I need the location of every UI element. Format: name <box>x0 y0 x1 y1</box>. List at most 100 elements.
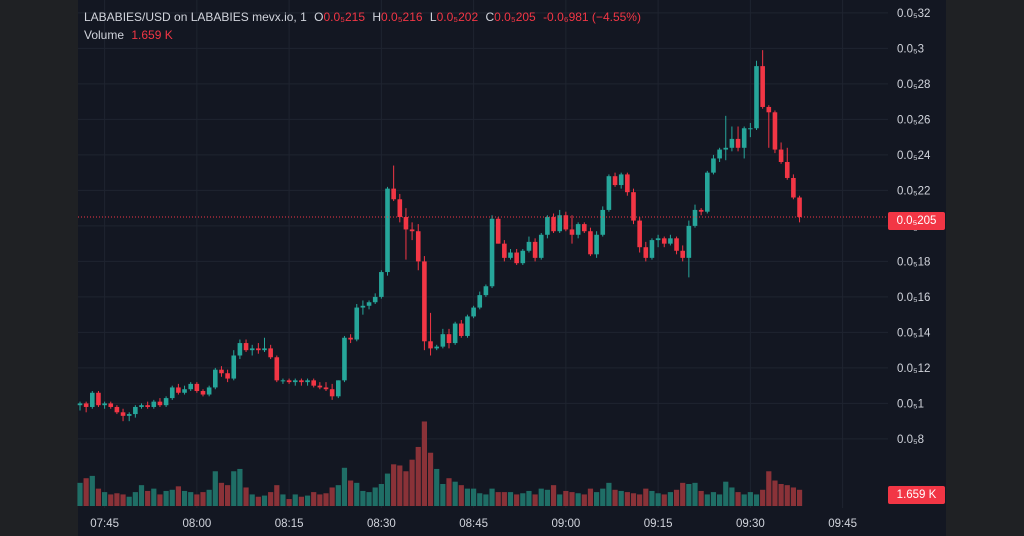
candle-body <box>299 380 304 383</box>
x-tick-label: 09:45 <box>828 518 857 530</box>
volume-bar <box>618 490 624 506</box>
candle-body <box>200 390 206 395</box>
candle-body <box>446 334 452 344</box>
grid-lines <box>78 0 888 508</box>
volume-bar <box>624 492 630 506</box>
y-tick-label: 0.0₅14 <box>897 327 931 339</box>
volume-bar <box>206 489 212 506</box>
candle-body <box>108 403 114 407</box>
candle-body <box>262 348 267 351</box>
volume-bar <box>126 496 132 506</box>
candle-body <box>502 243 507 258</box>
chart-panel <box>78 0 946 536</box>
candle-body <box>323 387 329 390</box>
y-tick-label: 0.0₅16 <box>897 292 930 304</box>
candle-body <box>305 380 310 383</box>
candle-body <box>292 380 298 383</box>
volume-bar <box>132 492 138 506</box>
volume-bar <box>151 488 157 506</box>
volume-bar <box>77 482 83 506</box>
volume-bar <box>249 494 255 506</box>
y-tick-label: 0.0₅3 <box>897 43 924 55</box>
candle-body <box>194 383 200 391</box>
volume-bar <box>169 489 175 506</box>
volume-bar <box>108 494 114 506</box>
y-tick-label: 0.0₅12 <box>897 363 930 375</box>
candle-body <box>588 231 593 255</box>
volume-bar <box>772 480 778 506</box>
candle-body <box>495 218 501 244</box>
volume-bar <box>409 459 415 506</box>
candle-body <box>133 406 138 415</box>
volume-row: Volume 1.659 K <box>84 26 641 44</box>
volume-bar <box>200 492 206 506</box>
candle-body <box>631 192 636 221</box>
chart-legend: LABABIES/USD on LABABIES mevx.io, 1 O0.0… <box>84 8 641 44</box>
candle-body <box>139 405 144 407</box>
volume-tag: 1.659 K <box>888 486 945 504</box>
volume-bar <box>237 468 243 506</box>
change-value: -0.0₆981 (−4.55%) <box>543 10 641 24</box>
volume-bar <box>514 494 520 506</box>
volume-bar <box>507 492 514 506</box>
candle-body <box>157 401 163 406</box>
candle-body <box>741 128 747 148</box>
volume-bar <box>335 485 341 506</box>
candle-body <box>563 215 569 230</box>
volume-bar <box>378 484 384 506</box>
volume-bar <box>415 446 421 506</box>
volume-bar <box>673 489 680 506</box>
candle-body <box>145 405 150 407</box>
candle-body <box>403 217 409 230</box>
open-label: O <box>314 10 324 24</box>
volume-bar <box>341 467 348 506</box>
volume-bar <box>649 490 655 506</box>
candle-body <box>791 177 796 198</box>
volume-bar <box>317 494 323 506</box>
candle-body <box>83 403 89 407</box>
candle-body <box>366 302 372 306</box>
candle-body <box>668 238 673 244</box>
candle-body <box>692 209 698 226</box>
candle-body <box>680 250 685 258</box>
volume-bar <box>298 496 304 506</box>
volume-bar <box>391 464 397 506</box>
candle-body <box>532 241 538 258</box>
candle-body <box>213 369 218 388</box>
candle-body <box>465 316 470 336</box>
volume-bar <box>698 490 704 506</box>
volume-bar <box>446 478 452 506</box>
volume-bar <box>723 481 729 506</box>
last-price-tag: 0.0₅205 <box>888 212 945 230</box>
volume-bar <box>600 488 606 506</box>
volume-bar <box>729 487 735 506</box>
candle-body <box>379 272 384 297</box>
volume-bar <box>175 486 181 506</box>
high-label: H <box>372 10 382 24</box>
candle-body <box>582 224 587 232</box>
candle-body <box>778 149 784 162</box>
candle-body <box>176 387 181 393</box>
volume-bar <box>778 484 784 506</box>
candle-body <box>225 373 230 379</box>
candle-body <box>612 176 618 186</box>
volume-bar <box>458 485 464 506</box>
candle-body <box>409 229 415 232</box>
volume-bar <box>784 485 790 506</box>
volume-bar <box>594 492 600 506</box>
volume-bar <box>569 492 575 506</box>
candle-body <box>729 138 735 148</box>
volume-bar <box>292 494 298 506</box>
candle-body <box>422 261 427 342</box>
candle-body <box>317 385 323 388</box>
candle-body <box>354 307 360 340</box>
high-value: 0.0₅216 <box>381 10 423 24</box>
low-value: 0.0₅202 <box>436 10 479 24</box>
candle-body <box>77 403 83 406</box>
volume-bar <box>717 494 723 506</box>
candle-body <box>329 389 335 397</box>
candlesticks <box>77 50 802 422</box>
candle-body <box>391 188 396 200</box>
candle-body <box>311 380 316 386</box>
